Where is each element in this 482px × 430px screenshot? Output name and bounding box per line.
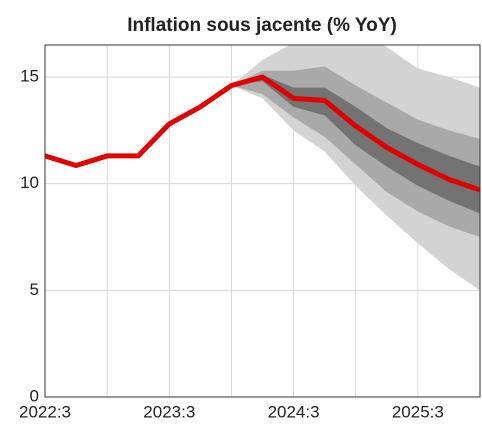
x-tick-label: 2024:3	[268, 402, 320, 421]
plot-area	[45, 45, 480, 397]
y-tick-label: 15	[20, 66, 39, 85]
x-tick-label: 2025:3	[392, 402, 444, 421]
fan-band	[231, 66, 480, 237]
x-tick-label: 2023:3	[143, 402, 195, 421]
y-tick-label: 10	[20, 173, 39, 192]
line	[45, 74, 480, 193]
fan-band	[231, 74, 480, 214]
x-tick-label: 2022:3	[19, 402, 71, 421]
plot-frame	[44, 44, 481, 398]
chart-title: Inflation sous jacente (% YoY)	[127, 15, 397, 36]
y-tick-label: 5	[30, 280, 39, 299]
y-tick-label: 0	[30, 386, 39, 405]
